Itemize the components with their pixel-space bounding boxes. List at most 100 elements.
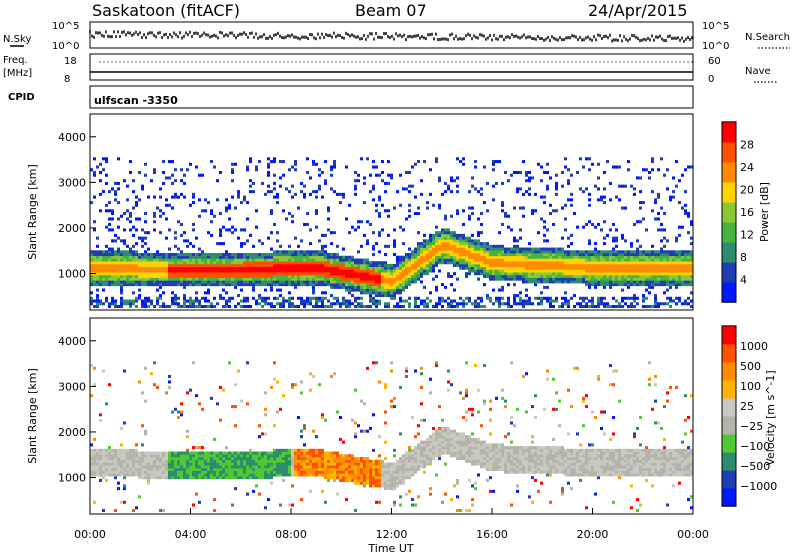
power-cell: [153, 266, 156, 270]
power-cell: [627, 274, 630, 278]
power-cell: [207, 261, 210, 265]
power-cell: [105, 244, 108, 248]
power-cell: [171, 274, 174, 278]
power-cell: [414, 195, 417, 199]
power-cell: [594, 283, 597, 287]
power-cell: [225, 280, 228, 284]
power-cell: [369, 285, 372, 289]
power-cell: [285, 187, 288, 191]
power-cell: [132, 266, 135, 270]
power-cell: [324, 272, 327, 276]
power-cell: [372, 263, 375, 267]
power-cell: [624, 280, 627, 284]
power-cell: [240, 283, 243, 287]
power-cell: [147, 258, 150, 262]
power-cell: [600, 272, 603, 276]
nave-sample: [127, 61, 129, 63]
power-cell: [387, 269, 390, 273]
power-cell: [480, 253, 483, 257]
power-cell: [306, 253, 309, 257]
power-cell: [297, 269, 300, 273]
power-cell: [297, 206, 300, 210]
power-cell: [567, 261, 570, 265]
power-cell: [237, 266, 240, 270]
power-cell: [417, 231, 420, 235]
velocity-cell: [162, 508, 165, 513]
velocity-cell: [213, 462, 216, 466]
power-cell: [411, 255, 414, 259]
power-cell: [303, 222, 306, 226]
power-cell: [174, 255, 177, 259]
velocity-cell: [183, 462, 186, 466]
power-cell: [186, 239, 189, 243]
power-cell: [456, 255, 459, 259]
power-cell: [396, 261, 399, 265]
power-cell: [324, 296, 327, 300]
power-cell: [402, 255, 405, 259]
power-cell: [645, 296, 648, 300]
power-cell: [594, 277, 597, 281]
power-cell: [555, 280, 558, 284]
power-cell: [621, 261, 624, 265]
power-cell: [390, 269, 393, 273]
power-cell: [504, 258, 507, 262]
power-cell: [141, 277, 144, 281]
power-cell: [309, 176, 312, 180]
velocity-cell: [150, 451, 153, 455]
power-cell: [171, 261, 174, 265]
power-cell: [396, 288, 399, 292]
velocity-cell: [234, 459, 237, 463]
power-cell: [321, 280, 324, 284]
power-cell: [675, 253, 678, 257]
nsky-strip-frame: [89, 21, 694, 49]
velocity-cell: [93, 500, 96, 504]
power-cell: [474, 266, 477, 270]
power-cell: [390, 266, 393, 270]
power-cell: [660, 258, 663, 262]
power-cell: [393, 304, 396, 309]
power-cell: [117, 274, 120, 278]
power-cell: [309, 255, 312, 259]
power-cell: [327, 255, 330, 259]
power-cell: [234, 283, 237, 287]
power-cell: [270, 277, 273, 281]
power-cell: [402, 277, 405, 281]
power-cell: [675, 272, 678, 276]
power-cell: [636, 255, 639, 259]
power-cell: [342, 277, 345, 281]
velocity-cell: [219, 467, 222, 471]
power-cell: [108, 255, 111, 259]
nave-sample: [511, 61, 513, 63]
power-cell: [663, 236, 666, 240]
power-cell: [351, 266, 354, 270]
power-cell: [324, 179, 327, 183]
velocity-cell: [114, 457, 117, 461]
power-cell: [357, 261, 360, 265]
power-cell: [630, 302, 633, 306]
power-cell: [513, 272, 516, 276]
velocity-cell: [141, 424, 144, 428]
power-cell: [327, 304, 330, 309]
power-cell: [150, 266, 153, 270]
velocity-cell: [153, 451, 156, 455]
power-cell: [300, 302, 303, 306]
velocity-cell: [147, 457, 150, 461]
velocity-cell: [174, 454, 177, 458]
power-cell: [141, 263, 144, 267]
velocity-cell: [114, 470, 117, 474]
power-cell: [564, 280, 567, 284]
power-cell: [450, 233, 453, 237]
power-cell: [279, 160, 282, 164]
power-cell: [660, 277, 663, 281]
power-cell: [177, 283, 180, 287]
power-cell: [621, 266, 624, 270]
power-cell: [570, 274, 573, 278]
power-cell: [414, 299, 417, 303]
velocity-cell: [96, 457, 99, 461]
velocity-cell: [90, 364, 93, 368]
power-cell: [507, 247, 510, 251]
power-cell: [309, 253, 312, 257]
velocity-cell: [225, 451, 228, 455]
power-cell: [174, 195, 177, 199]
